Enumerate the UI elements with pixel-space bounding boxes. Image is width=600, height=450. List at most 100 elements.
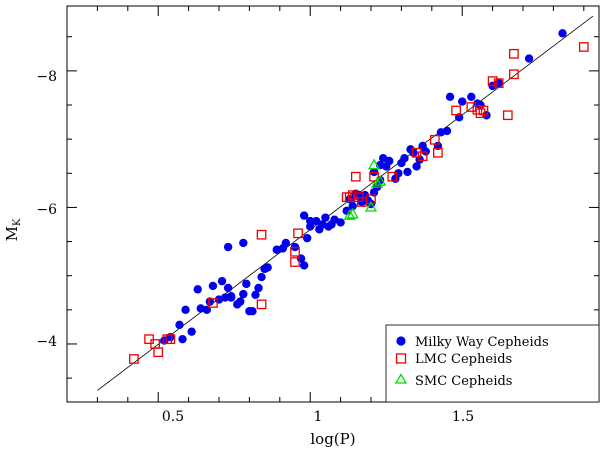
milky-way-point-78 bbox=[442, 126, 452, 136]
legend-box bbox=[385, 324, 600, 403]
milky-way-point-43 bbox=[321, 213, 330, 222]
lmc-point-22 bbox=[417, 151, 428, 162]
y-axis-label-main: M bbox=[3, 226, 21, 241]
milky-way-point-24 bbox=[254, 283, 263, 293]
milky-way-point-19 bbox=[239, 289, 248, 299]
milky-way-point-71 bbox=[409, 148, 418, 157]
milky-way-point-20 bbox=[242, 279, 251, 289]
x-tick-label-0.5: 0.5 bbox=[162, 409, 184, 425]
lmc-point-17 bbox=[357, 197, 367, 207]
y-axis-label-subscript: K bbox=[12, 218, 23, 226]
lmc-point-27 bbox=[472, 104, 483, 115]
lmc-point-11 bbox=[293, 228, 303, 239]
milky-way-point-28 bbox=[223, 242, 233, 252]
lmc-point-3 bbox=[153, 347, 164, 358]
milky-way-point-66 bbox=[394, 169, 403, 178]
milky-way-point-16 bbox=[226, 291, 236, 301]
smc-point-3 bbox=[367, 158, 381, 170]
milky-way-point-2 bbox=[175, 320, 184, 330]
milky-way-point-35 bbox=[299, 261, 309, 270]
lmc-point-34 bbox=[509, 69, 519, 80]
lmc-point-21 bbox=[411, 147, 422, 158]
legend-marker-smc bbox=[394, 373, 408, 384]
milky-way-point-68 bbox=[400, 154, 409, 163]
lmc-point-10 bbox=[290, 257, 300, 267]
lmc-point-29 bbox=[478, 105, 489, 116]
lmc-point-14 bbox=[347, 190, 358, 200]
milky-way-point-25 bbox=[257, 272, 266, 282]
milky-way-point-64 bbox=[385, 156, 394, 166]
x-axis-label: log(P) bbox=[310, 430, 355, 448]
lmc-point-7 bbox=[256, 229, 267, 240]
lmc-point-0 bbox=[129, 354, 139, 364]
milky-way-point-1 bbox=[166, 332, 175, 342]
lmc-point-31 bbox=[493, 78, 504, 89]
lmc-point-35 bbox=[578, 42, 589, 52]
legend-label-smc: SMC Cepheids bbox=[415, 374, 512, 389]
milky-way-point-79 bbox=[445, 92, 455, 102]
milky-way-point-47 bbox=[336, 218, 345, 227]
smc-point-0 bbox=[343, 209, 356, 220]
milky-way-point-69 bbox=[403, 167, 412, 177]
lmc-point-32 bbox=[502, 110, 513, 121]
y-tick-label-minus6: −6 bbox=[36, 202, 57, 218]
milky-way-point-6 bbox=[193, 285, 202, 294]
lmc-point-25 bbox=[451, 105, 461, 116]
data-points bbox=[129, 29, 589, 364]
x-tick-labels: 0.5 1 1.5 bbox=[162, 409, 474, 425]
milky-way-point-87 bbox=[494, 78, 503, 88]
plot-frame bbox=[66, 5, 600, 403]
milky-way-point-12 bbox=[217, 276, 227, 286]
milky-way-point-22 bbox=[248, 306, 257, 316]
lmc-point-33 bbox=[509, 48, 519, 59]
milky-way-point-9 bbox=[205, 297, 215, 306]
lmc-point-5 bbox=[165, 334, 176, 345]
milky-way-point-27 bbox=[263, 263, 272, 272]
milky-way-point-10 bbox=[208, 281, 218, 291]
lmc-point-30 bbox=[487, 76, 498, 86]
legend-label-milky-way: Milky Way Cepheids bbox=[415, 335, 549, 350]
series-milky-way bbox=[160, 29, 567, 345]
legend: Milky Way Cepheids LMC Cepheids SMC Ceph… bbox=[385, 324, 600, 403]
legend-label-lmc: LMC Cepheids bbox=[415, 352, 512, 367]
y-axis-label: MK bbox=[3, 218, 23, 241]
milky-way-point-3 bbox=[178, 334, 187, 344]
milky-way-point-88 bbox=[524, 54, 534, 63]
legend-marker-lmc bbox=[395, 353, 407, 364]
smc-point-5 bbox=[374, 174, 387, 186]
milky-way-point-14 bbox=[223, 283, 233, 293]
smc-point-4 bbox=[370, 177, 384, 188]
y-tick-label-minus4: −4 bbox=[36, 334, 57, 350]
lmc-point-9 bbox=[290, 246, 300, 257]
lmc-point-26 bbox=[466, 102, 477, 112]
milky-way-point-82 bbox=[467, 92, 476, 102]
milky-way-point-50 bbox=[348, 201, 357, 211]
y-tick-label-minus8: −8 bbox=[36, 69, 57, 85]
lmc-point-13 bbox=[344, 192, 355, 203]
milky-way-point-37 bbox=[302, 233, 312, 243]
milky-way-point-29 bbox=[239, 238, 248, 248]
smc-point-2 bbox=[364, 200, 378, 212]
milky-way-point-32 bbox=[281, 238, 291, 248]
milky-way-point-72 bbox=[412, 162, 421, 171]
milky-way-point-23 bbox=[251, 290, 260, 300]
milky-way-point-36 bbox=[299, 211, 309, 220]
milky-way-point-81 bbox=[458, 97, 467, 106]
milky-way-point-4 bbox=[181, 305, 190, 315]
lmc-point-8 bbox=[256, 299, 267, 310]
lmc-point-15 bbox=[350, 171, 361, 182]
milky-way-point-89 bbox=[558, 29, 567, 38]
milky-way-point-39 bbox=[306, 216, 315, 226]
lmc-point-20 bbox=[387, 171, 398, 182]
lmc-point-6 bbox=[208, 298, 218, 308]
milky-way-point-5 bbox=[187, 327, 196, 336]
milky-way-point-18 bbox=[236, 297, 245, 306]
lmc-point-24 bbox=[433, 147, 443, 158]
x-tick-label-1: 1 bbox=[314, 409, 323, 425]
lmc-point-23 bbox=[429, 134, 440, 145]
lmc-point-19 bbox=[369, 171, 379, 182]
smc-point-1 bbox=[346, 207, 359, 219]
y-tick-labels: −4 −6 −8 bbox=[36, 69, 57, 350]
series-smc bbox=[343, 158, 387, 220]
